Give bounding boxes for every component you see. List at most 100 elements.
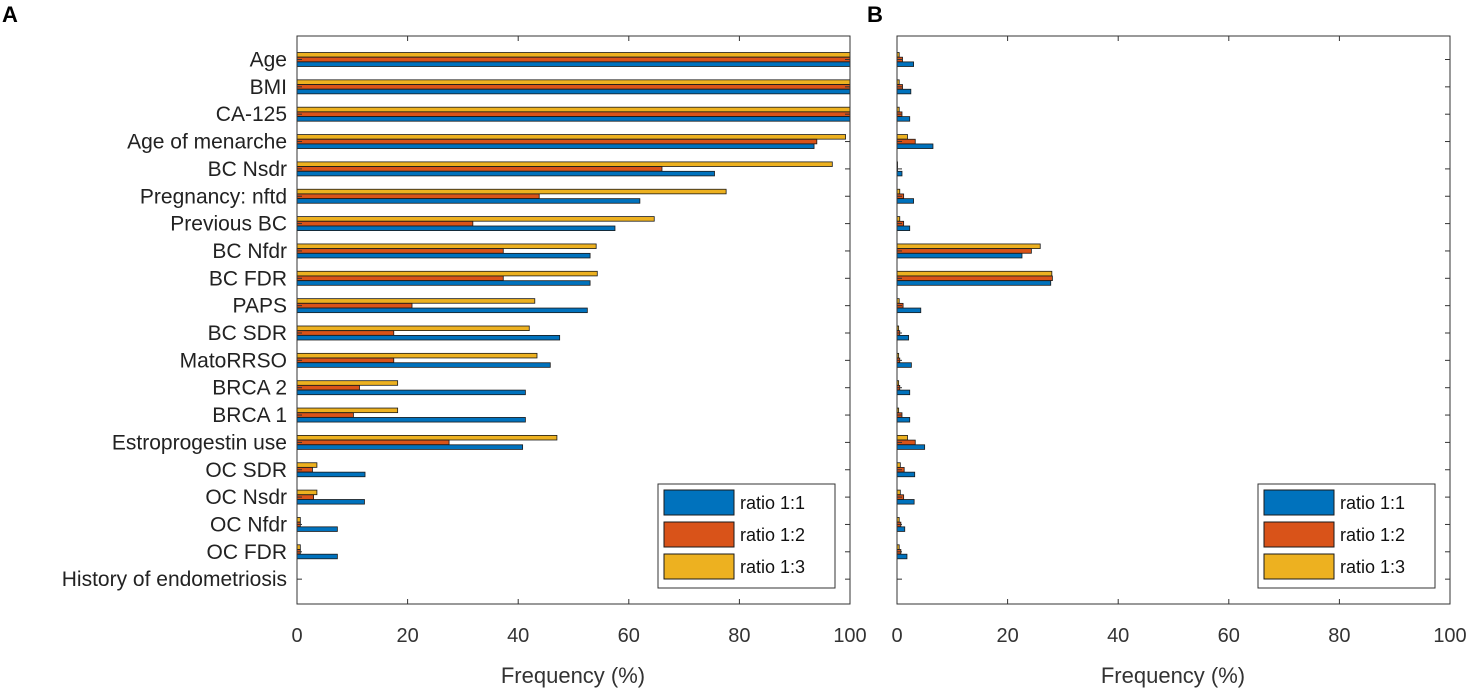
panel-a-legend-swatch-ratio-1-3 <box>663 553 735 580</box>
panel-a-category-label: BC FDR <box>209 267 287 290</box>
panel-a-x-axis-title: Frequency (%) <box>501 663 645 688</box>
panel-a-bar-ca-125-ratio-1-1 <box>296 116 851 122</box>
panel-a-bar-brca-2-ratio-1-2 <box>296 384 360 391</box>
panel-a-bar-oc-sdr-ratio-1-1 <box>296 471 366 478</box>
panel-a-bar-paps-ratio-1-2 <box>296 302 413 309</box>
panel-a-legend-swatch-ratio-1-1 <box>663 489 735 516</box>
panel-a-category-label: MatoRRSO <box>180 349 287 372</box>
panel-a-bar-paps-ratio-1-3 <box>296 298 536 304</box>
panel-a-bar-estroprogestin-use-ratio-1-1 <box>296 444 524 450</box>
panel-b-xtick-label: 20 <box>996 625 1018 647</box>
panel-a-xtick-label: 40 <box>507 625 529 647</box>
panel-a-bar-matorrso-ratio-1-3 <box>296 352 538 359</box>
panel-b: B 0 20 40 60 80 100 Frequency (%) ratio 1:1ra… <box>867 2 1467 688</box>
panel-a-bar-brca-2-ratio-1-1 <box>296 389 526 396</box>
panel-a-category-label: Age of menarche <box>127 131 287 154</box>
panel-a-category-label: BC SDR <box>208 322 287 345</box>
panel-b-bar-bc-nfdr-ratio-1-2 <box>896 248 1032 254</box>
panel-b-bar-paps-ratio-1-1 <box>896 307 922 314</box>
panel-b-bar-age-of-menarche-ratio-1-1 <box>896 143 934 149</box>
panel-b-bar-previous-bc-ratio-1-1 <box>896 225 911 231</box>
panel-a-category-label: BRCA 2 <box>212 377 287 400</box>
panel-a-category-label: BRCA 1 <box>212 404 287 427</box>
panel-a-legend: ratio 1:1 ratio 1:2 ratio 1:3 <box>657 483 836 589</box>
panel-a-bar-oc-sdr-ratio-1-3 <box>296 462 318 468</box>
panel-a-bar-age-ratio-1-3 <box>296 52 851 58</box>
panel-a-bar-estroprogestin-use-ratio-1-2 <box>296 439 450 446</box>
panel-a-category-label: OC Nfdr <box>210 513 287 536</box>
panel-b-legend-label: ratio 1:3 <box>1340 557 1405 577</box>
panel-a-bar-age-of-menarche-ratio-1-2 <box>296 138 818 145</box>
panel-a-bar-bc-nsdr-ratio-1-3 <box>296 161 833 167</box>
panel-a-axes-box <box>296 35 851 605</box>
panel-a-bar-oc-fdr-ratio-1-1 <box>296 553 338 560</box>
panel-a-legend-label: ratio 1:3 <box>740 557 805 577</box>
panel-a-category-label: OC Nsdr <box>205 486 287 509</box>
panel-b-legend-label: ratio 1:1 <box>1340 493 1405 513</box>
panel-b-legend-label: ratio 1:2 <box>1340 525 1405 545</box>
panel-b-legend-swatch-ratio-1-3 <box>1263 553 1335 580</box>
panel-b-bar-bc-nsdr-ratio-1-1 <box>896 170 903 177</box>
panel-a-bar-ca-125-ratio-1-3 <box>296 106 851 113</box>
panel-b-bar-bc-fdr-ratio-1-1 <box>896 280 1052 286</box>
panel-a-bar-bc-nfdr-ratio-1-3 <box>296 243 597 249</box>
panel-a-category-labels: Age BMI CA-125 Age of menarche BC Nsdr Pregna… <box>62 49 287 592</box>
panel-a-bar-pregnancy-nftd-ratio-1-3 <box>296 188 727 195</box>
panel-a-bar-bmi-ratio-1-2 <box>296 84 851 90</box>
panel-a-bar-brca-1-ratio-1-2 <box>296 412 354 418</box>
panel-a-bar-bc-sdr-ratio-1-1 <box>296 334 561 341</box>
panel-a-bar-matorrso-ratio-1-2 <box>296 357 395 364</box>
panel-b-bar-bc-nfdr-ratio-1-3 <box>896 243 1041 249</box>
panel-b-x-axis-title: Frequency (%) <box>1101 663 1245 688</box>
panel-a-category-label: Pregnancy: nftd <box>140 185 287 208</box>
panel-a: A Age BMI CA-125 Age of menarche BC Nsdr Preg… <box>2 2 867 688</box>
panel-b-bar-matorrso-ratio-1-1 <box>896 362 912 368</box>
panel-a-bar-matorrso-ratio-1-1 <box>296 362 551 368</box>
panel-a-bar-oc-nsdr-ratio-1-1 <box>296 499 365 505</box>
panel-b-legend-swatch-ratio-1-2 <box>1263 521 1335 548</box>
panel-a-bar-bc-nsdr-ratio-1-1 <box>296 170 715 177</box>
panel-a-legend-swatch-ratio-1-2 <box>663 521 735 548</box>
panel-a-category-label: Age <box>250 49 287 72</box>
panel-b-xtick-label: 40 <box>1107 625 1129 647</box>
panel-b-bar-bmi-ratio-1-1 <box>896 88 912 95</box>
panel-a-letter: A <box>2 2 18 27</box>
panel-a-legend-label: ratio 1:2 <box>740 525 805 545</box>
panel-a-category-label: CA-125 <box>216 103 287 126</box>
panel-b-bar-ca-125-ratio-1-1 <box>896 116 911 122</box>
panel-a-bar-previous-bc-ratio-1-1 <box>296 225 616 231</box>
panel-a-category-label: History of endometriosis <box>62 568 287 591</box>
panel-a-ticks: 0 20 40 60 80 100 <box>291 36 867 647</box>
panel-b-xtick-label: 60 <box>1218 625 1240 647</box>
panel-a-bar-ca-125-ratio-1-2 <box>296 111 851 117</box>
panel-b-bar-bc-fdr-ratio-1-2 <box>896 275 1053 281</box>
panel-a-category-label: BC Nfdr <box>212 240 287 263</box>
panel-a-bar-previous-bc-ratio-1-2 <box>296 220 474 227</box>
panel-b-bar-oc-fdr-ratio-1-1 <box>896 553 908 560</box>
panel-a-bar-bc-fdr-ratio-1-2 <box>296 275 504 281</box>
panel-a-bar-brca-2-ratio-1-3 <box>296 380 399 386</box>
panel-b-legend-swatch-ratio-1-1 <box>1263 489 1335 516</box>
panel-a-bar-age-ratio-1-2 <box>296 56 851 63</box>
panel-a-bar-bc-fdr-ratio-1-1 <box>296 280 591 286</box>
panel-a-category-label: PAPS <box>233 295 287 318</box>
panel-b-bar-bc-fdr-ratio-1-3 <box>896 270 1053 277</box>
panel-b-ticks: 0 20 40 60 80 100 <box>891 36 1467 647</box>
panel-a-category-label: OC FDR <box>207 541 288 564</box>
panel-a-bar-bc-nfdr-ratio-1-1 <box>296 252 591 259</box>
panel-b-bar-estroprogestin-use-ratio-1-3 <box>896 434 908 441</box>
panel-b-bar-oc-nfdr-ratio-1-1 <box>896 526 906 532</box>
panel-a-bar-oc-nfdr-ratio-1-1 <box>296 526 338 532</box>
panel-a-legend-label: ratio 1:1 <box>740 493 805 513</box>
panel-b-bar-estroprogestin-use-ratio-1-1 <box>896 444 926 450</box>
panel-a-bar-pregnancy-nftd-ratio-1-2 <box>296 193 540 199</box>
panel-b-legend: ratio 1:1 ratio 1:2 ratio 1:3 <box>1257 483 1436 589</box>
panel-b-xtick-label: 0 <box>891 625 902 647</box>
panel-a-bar-pregnancy-nftd-ratio-1-1 <box>296 198 641 204</box>
panel-a-bar-brca-1-ratio-1-3 <box>296 407 399 414</box>
panel-a-bar-age-ratio-1-1 <box>296 61 851 67</box>
panel-a-xtick-label: 100 <box>833 625 866 647</box>
panel-b-bar-age-of-menarche-ratio-1-3 <box>896 134 908 140</box>
panel-a-bar-bc-sdr-ratio-1-2 <box>296 330 395 336</box>
panel-a-bar-estroprogestin-use-ratio-1-3 <box>296 434 558 441</box>
